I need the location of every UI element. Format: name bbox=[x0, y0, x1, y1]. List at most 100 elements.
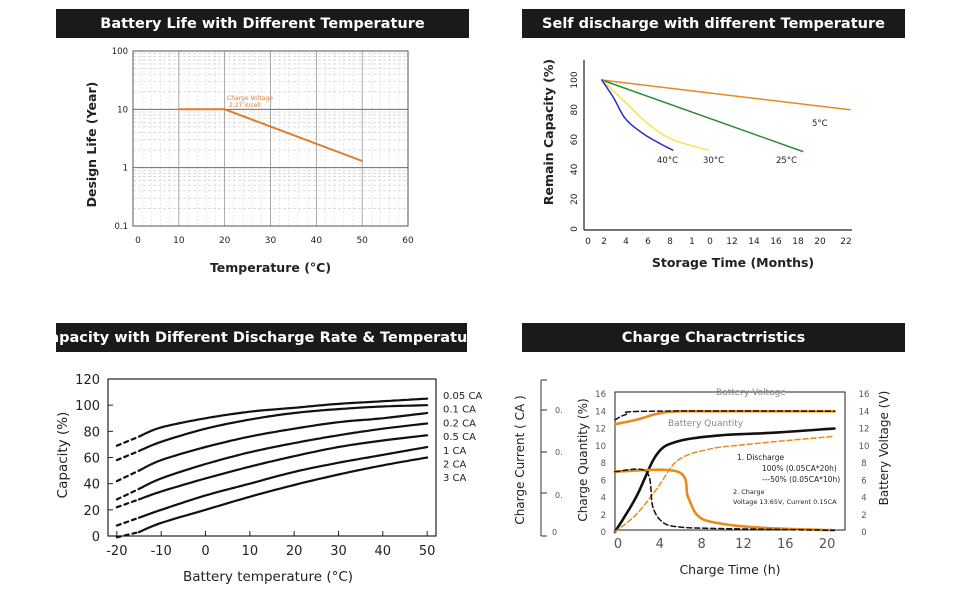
y-tick-label: 60 bbox=[570, 134, 580, 146]
y-tick-label: 120 bbox=[75, 373, 100, 388]
x-tick-label: 12 bbox=[726, 237, 737, 247]
quantity-tick-label: 16 bbox=[595, 390, 606, 400]
series-line-40c bbox=[601, 79, 674, 151]
x-tick-label: 12 bbox=[735, 537, 752, 552]
x-tick-label: 60 bbox=[402, 236, 414, 246]
annotation-battery-voltage: Battery Voltage bbox=[716, 388, 786, 398]
note-line4: 2. Charge bbox=[733, 488, 765, 496]
x-tick-label: 0 bbox=[135, 236, 141, 246]
legend-label: 0.2 CA bbox=[443, 418, 476, 429]
series-dash-01CA bbox=[115, 449, 141, 462]
series-line-30c bbox=[601, 79, 709, 151]
legend-label: 0.05 CA bbox=[443, 391, 482, 402]
annotation-line1: Charge Voltage bbox=[227, 95, 273, 102]
x-axis-label: Charge Time (h) bbox=[679, 562, 780, 577]
note-line1: 1. Discharge bbox=[737, 453, 784, 462]
x-tick-label: 10 bbox=[242, 544, 259, 559]
current-tick-label: 0. bbox=[555, 491, 563, 500]
x-tick-label: -20 bbox=[106, 544, 127, 559]
y-tick-label: 100 bbox=[112, 47, 128, 57]
y-tick-label: 0 bbox=[92, 530, 100, 545]
x-tick-label: 20 bbox=[219, 236, 231, 246]
current-tick-label: 0. bbox=[555, 406, 563, 415]
series-line-3CA bbox=[137, 456, 429, 534]
current-tick-label: 0. bbox=[555, 448, 563, 457]
x-tick-label: 20 bbox=[814, 237, 826, 247]
x-tick-label: 16 bbox=[770, 237, 782, 247]
plot-frame bbox=[132, 50, 409, 227]
legend-label: 3 CA bbox=[443, 473, 467, 484]
voltage-tick-label: 10 bbox=[859, 442, 870, 452]
y-tick-label: 100 bbox=[570, 71, 580, 88]
series-label: 25°C bbox=[776, 156, 797, 166]
series-line-3 bbox=[614, 435, 836, 533]
series-line-05CA bbox=[137, 422, 429, 490]
chart4-title: Charge Charactrristics bbox=[522, 323, 905, 352]
legend-label: 0.1 CA bbox=[443, 405, 476, 416]
x-tick-label: 6 bbox=[645, 237, 651, 247]
series-line-charge-voltage bbox=[177, 108, 364, 162]
chart2-title: Self discharge with different Temperatur… bbox=[522, 9, 905, 38]
series-dash-05CA bbox=[115, 487, 141, 501]
series-dash-005CA bbox=[115, 435, 141, 447]
series-label: 40°C bbox=[657, 156, 678, 166]
series-label: 5°C bbox=[812, 119, 828, 129]
series-label: 30°C bbox=[703, 156, 724, 166]
voltage-tick-label: 8 bbox=[861, 459, 866, 469]
quantity-tick-label: 2 bbox=[601, 511, 606, 521]
quantity-tick-label: 14 bbox=[595, 407, 606, 417]
series-line-2CA bbox=[137, 445, 429, 519]
x-tick-label: -10 bbox=[151, 544, 172, 559]
x-tick-label: 0 bbox=[201, 544, 209, 559]
x-tick-label: 4 bbox=[623, 237, 629, 247]
x-tick-label: 8 bbox=[697, 537, 705, 552]
y-axis-label: Capacity (%) bbox=[55, 412, 71, 499]
y-axis-label: Design Life (Year) bbox=[84, 82, 99, 208]
note-line2: 100% (0.05CA*20h) bbox=[762, 464, 837, 473]
x-axis-label: Storage Time (Months) bbox=[652, 255, 814, 270]
x-tick-label: 8 bbox=[667, 237, 673, 247]
quantity-tick-label: 6 bbox=[601, 476, 606, 486]
note-line3: ---50% (0.05CA*10h) bbox=[762, 475, 840, 484]
x-axis-label: Temperature (°C) bbox=[210, 260, 331, 275]
legend-label: 2 CA bbox=[443, 460, 467, 471]
y-tick-label: 10 bbox=[117, 105, 128, 115]
quantity-axis-label: Charge Quantity (%) bbox=[576, 398, 590, 521]
y-tick-label: 40 bbox=[83, 478, 100, 493]
x-tick-label: 16 bbox=[777, 537, 794, 552]
series-line-25c bbox=[601, 79, 804, 153]
series-line-005CA bbox=[137, 397, 429, 438]
x-tick-label: 2 bbox=[601, 237, 607, 247]
voltage-tick-label: 4 bbox=[861, 494, 866, 504]
y-tick-label: 80 bbox=[570, 104, 580, 116]
series-line-1CA bbox=[137, 434, 429, 501]
series-line-4 bbox=[613, 468, 836, 532]
series-line-5c bbox=[601, 79, 851, 111]
chart1-title: Battery Life with Different Temperature bbox=[56, 9, 469, 38]
voltage-tick-label: 12 bbox=[859, 425, 870, 435]
y-tick-label: 1 bbox=[123, 164, 128, 174]
x-tick-label: 20 bbox=[819, 537, 836, 552]
annotation-battery-quantity: Battery Quantity bbox=[668, 419, 744, 429]
voltage-tick-label: 16 bbox=[859, 390, 870, 400]
x-tick-label: 10 bbox=[173, 236, 185, 246]
series-line-1 bbox=[614, 410, 836, 421]
legend-label: 1 CA bbox=[443, 446, 467, 457]
x-tick-label: 1 bbox=[689, 237, 695, 247]
voltage-tick-label: 14 bbox=[859, 407, 870, 417]
x-tick-label: 40 bbox=[311, 236, 323, 246]
x-tick-label: 50 bbox=[356, 236, 368, 246]
x-axis-label: Battery temperature (°C) bbox=[183, 569, 353, 585]
x-tick-label: 30 bbox=[265, 236, 277, 246]
y-tick-label: 20 bbox=[83, 504, 100, 519]
x-tick-label: 0 bbox=[585, 237, 591, 247]
y-tick-label: 80 bbox=[83, 425, 100, 440]
x-tick-label: 18 bbox=[792, 237, 804, 247]
x-tick-label: 0 bbox=[707, 237, 713, 247]
chart3-title: Capacity with Different Discharge Rate &… bbox=[39, 323, 484, 352]
voltage-tick-label: 6 bbox=[861, 476, 866, 486]
y-axis-label: Remain Capacity (%) bbox=[541, 59, 556, 205]
